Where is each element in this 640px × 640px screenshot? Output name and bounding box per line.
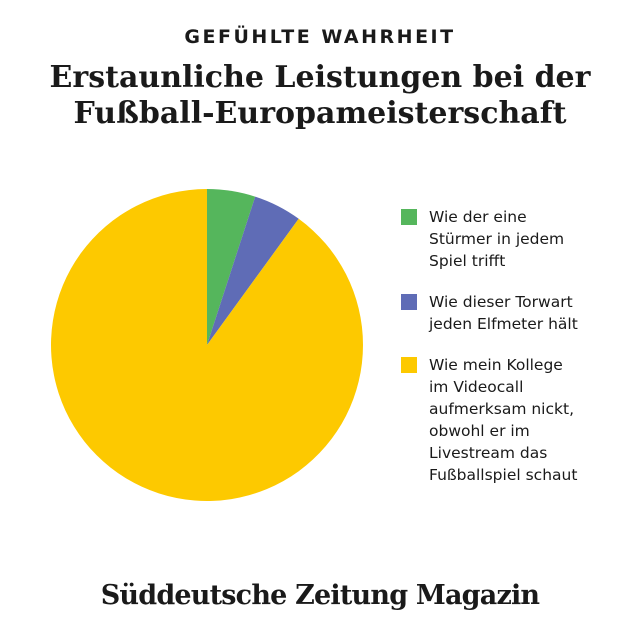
- legend-item-2: Wie dieser Torwart jeden Elfmeter hält: [401, 291, 631, 335]
- legend-swatch-1: [401, 209, 417, 225]
- pie-slice-2: [207, 196, 299, 345]
- legend-label-line: Wie der eine: [429, 208, 527, 226]
- legend-label-line: obwohl er im: [429, 422, 530, 440]
- legend-label-line: im Videocall: [429, 378, 524, 396]
- legend-swatch-3: [401, 357, 417, 373]
- legend-label-line: jeden Elfmeter hält: [429, 315, 578, 333]
- legend-item-1: Wie der eine Stürmer in jedem Spiel trifft: [401, 206, 631, 272]
- headline-line-1: Erstaunliche Leistungen bei der: [49, 60, 591, 95]
- legend-label-line: Fußballspiel schaut: [429, 466, 578, 484]
- legend-swatch-2: [401, 294, 417, 310]
- legend-label-line: Wie mein Kollege: [429, 356, 563, 374]
- legend-label-line: Livestream das: [429, 444, 548, 462]
- legend-label-line: Wie dieser Torwart: [429, 293, 573, 311]
- legend-item-3: Wie mein Kollege im Videocall aufmerksam n…: [401, 354, 631, 486]
- headline: Erstaunliche Leistungen bei der Fußball-…: [10, 60, 630, 132]
- legend: Wie der eine Stürmer in jedem Spiel trifft…: [401, 206, 631, 505]
- brand-logo: Süddeutsche Zeitung Magazin: [100, 580, 540, 611]
- kicker: GEFÜHLTE WAHRHEIT: [184, 26, 456, 48]
- pie-slice-1: [207, 189, 256, 345]
- legend-label-line: Stürmer in jedem: [429, 230, 565, 248]
- headline-line-2: Fußball-Europameisterschaft: [73, 96, 567, 131]
- legend-label-line: Spiel trifft: [429, 252, 506, 270]
- pie-slice-3: [51, 188, 364, 501]
- legend-label-line: aufmerksam nickt,: [429, 400, 574, 418]
